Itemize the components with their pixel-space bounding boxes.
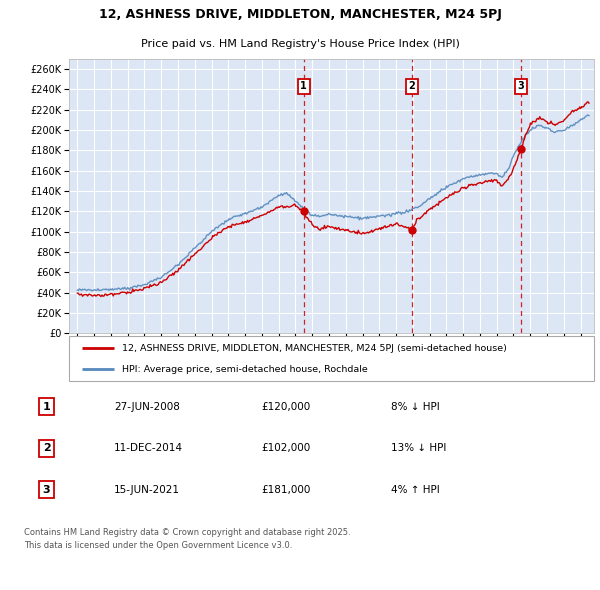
Text: 1: 1 [300, 81, 307, 91]
Text: Contains HM Land Registry data © Crown copyright and database right 2025.
This d: Contains HM Land Registry data © Crown c… [24, 528, 350, 549]
Text: 8% ↓ HPI: 8% ↓ HPI [391, 402, 439, 412]
Text: Price paid vs. HM Land Registry's House Price Index (HPI): Price paid vs. HM Land Registry's House … [140, 40, 460, 50]
Text: 11-DEC-2014: 11-DEC-2014 [114, 444, 183, 453]
Text: 27-JUN-2008: 27-JUN-2008 [114, 402, 180, 412]
Text: 2: 2 [409, 81, 415, 91]
Text: £181,000: £181,000 [261, 485, 310, 495]
Text: 12, ASHNESS DRIVE, MIDDLETON, MANCHESTER, M24 5PJ (semi-detached house): 12, ASHNESS DRIVE, MIDDLETON, MANCHESTER… [121, 344, 506, 353]
Text: £102,000: £102,000 [261, 444, 310, 453]
Text: 13% ↓ HPI: 13% ↓ HPI [391, 444, 446, 453]
Text: HPI: Average price, semi-detached house, Rochdale: HPI: Average price, semi-detached house,… [121, 365, 367, 374]
Text: 15-JUN-2021: 15-JUN-2021 [114, 485, 180, 495]
Text: 1: 1 [43, 402, 50, 412]
Text: 2: 2 [43, 444, 50, 453]
Text: 12, ASHNESS DRIVE, MIDDLETON, MANCHESTER, M24 5PJ: 12, ASHNESS DRIVE, MIDDLETON, MANCHESTER… [98, 8, 502, 21]
Text: £120,000: £120,000 [261, 402, 310, 412]
Text: 4% ↑ HPI: 4% ↑ HPI [391, 485, 439, 495]
Text: 3: 3 [518, 81, 524, 91]
Text: 3: 3 [43, 485, 50, 495]
